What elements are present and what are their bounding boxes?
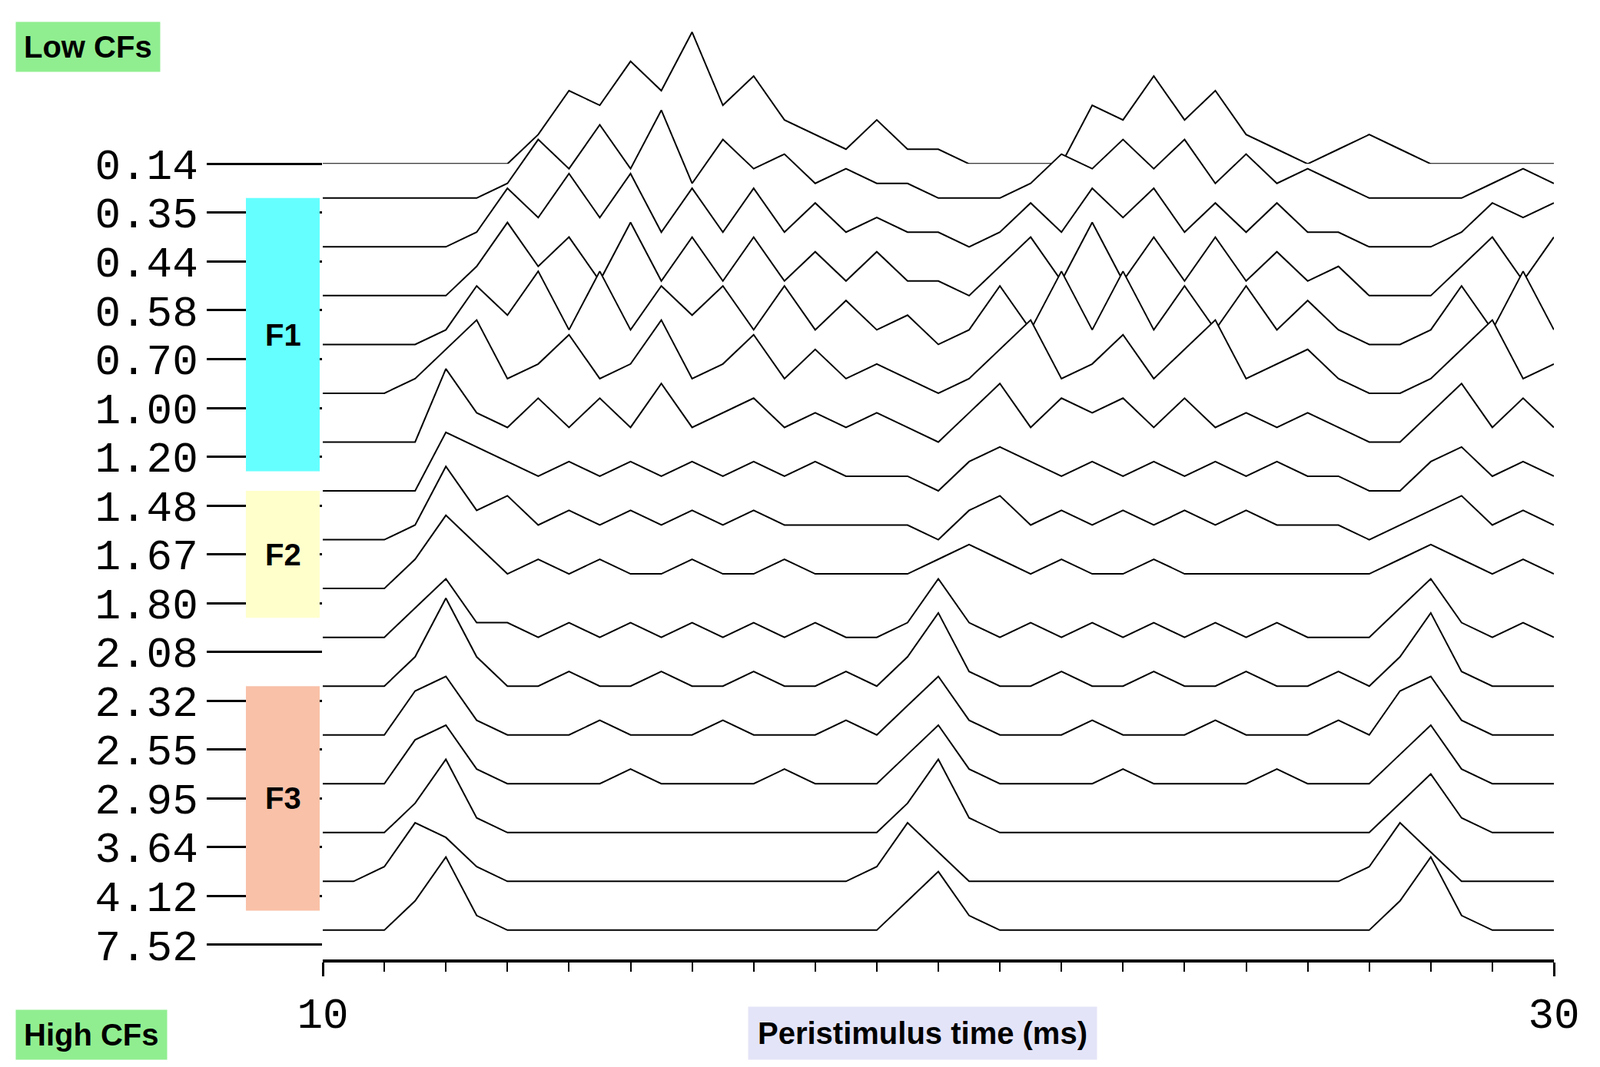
svg-text:30: 30 — [1527, 992, 1580, 1042]
svg-text:7.52: 7.52 — [94, 924, 198, 974]
svg-text:1.20: 1.20 — [94, 435, 198, 485]
svg-text:4.12: 4.12 — [94, 875, 198, 925]
svg-text:0.70: 0.70 — [94, 338, 198, 388]
svg-text:1.80: 1.80 — [94, 582, 198, 632]
svg-text:2.08: 2.08 — [94, 630, 198, 681]
svg-text:F1: F1 — [265, 318, 302, 352]
svg-text:Peristimulus time (ms): Peristimulus time (ms) — [757, 1016, 1088, 1051]
svg-text:F3: F3 — [265, 781, 302, 816]
svg-text:2.32: 2.32 — [94, 680, 198, 730]
svg-text:Low CFs: Low CFs — [23, 29, 153, 64]
svg-text:2.95: 2.95 — [94, 777, 198, 827]
svg-text:F2: F2 — [265, 537, 302, 572]
svg-text:High CFs: High CFs — [23, 1018, 160, 1053]
svg-text:1.00: 1.00 — [94, 387, 198, 437]
svg-text:2.55: 2.55 — [94, 728, 198, 778]
svg-text:0.14: 0.14 — [94, 142, 198, 193]
svg-text:0.58: 0.58 — [94, 289, 198, 339]
svg-text:3.64: 3.64 — [94, 826, 198, 876]
svg-text:0.44: 0.44 — [94, 240, 198, 290]
svg-text:10: 10 — [296, 992, 349, 1042]
svg-text:0.35: 0.35 — [94, 191, 198, 241]
svg-text:1.67: 1.67 — [94, 533, 198, 583]
svg-text:1.48: 1.48 — [94, 484, 198, 535]
